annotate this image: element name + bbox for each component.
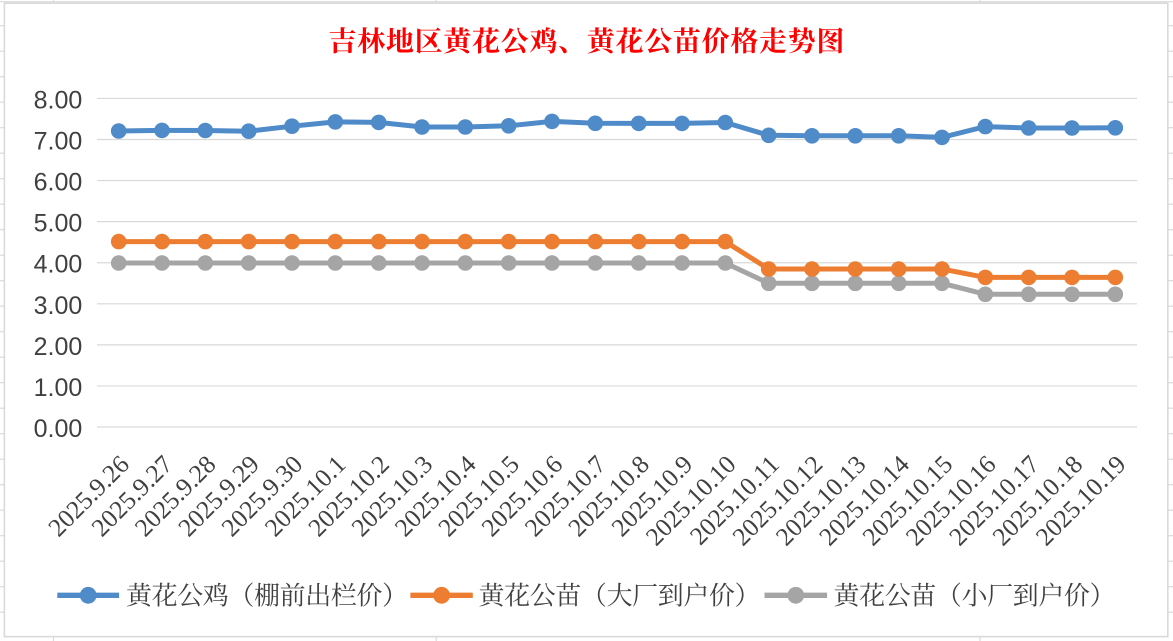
svg-text:8.00: 8.00 <box>34 86 83 114</box>
svg-text:4.00: 4.00 <box>34 251 83 279</box>
svg-text:6.00: 6.00 <box>34 169 83 197</box>
svg-text:5.00: 5.00 <box>34 210 83 238</box>
svg-text:1.00: 1.00 <box>34 374 83 402</box>
svg-text:0.00: 0.00 <box>34 415 83 443</box>
svg-text:3.00: 3.00 <box>34 292 83 320</box>
svg-text:2.00: 2.00 <box>34 333 83 361</box>
svg-text:7.00: 7.00 <box>34 128 83 156</box>
